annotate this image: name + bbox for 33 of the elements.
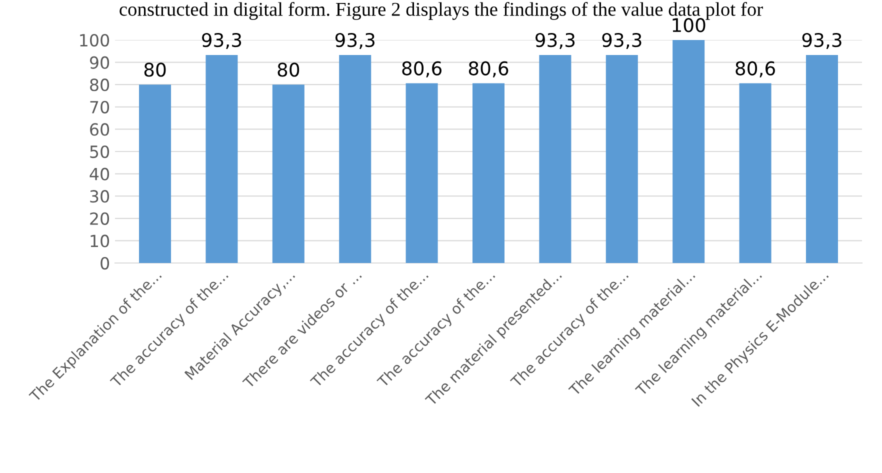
y-tick-label: 70 <box>90 100 110 114</box>
y-tick-label: 100 <box>80 34 110 47</box>
data-label: 80,6 <box>736 61 775 78</box>
bar <box>272 84 304 263</box>
y-tick-label: 0 <box>100 256 110 270</box>
data-label: 93,3 <box>202 32 242 50</box>
data-label: 93,3 <box>602 32 642 50</box>
data-label: 80,6 <box>402 61 442 78</box>
bar <box>806 54 838 263</box>
y-tick-label: 30 <box>90 190 110 203</box>
y-tick-label: 80 <box>90 78 110 92</box>
data-label: 93,3 <box>802 32 842 50</box>
bar <box>472 83 505 263</box>
bar <box>539 54 572 263</box>
bar <box>406 83 438 263</box>
y-tick-label: 20 <box>90 212 110 225</box>
bar <box>339 54 372 263</box>
data-label: 93,3 <box>335 32 374 50</box>
y-tick-label: 90 <box>90 56 110 69</box>
bar <box>606 54 638 263</box>
data-label: 93,3 <box>536 32 575 50</box>
bar <box>739 83 772 263</box>
data-label: 80 <box>144 62 166 77</box>
data-label: 100 <box>672 18 706 32</box>
y-tick-label: 40 <box>90 168 110 180</box>
bar <box>206 54 238 263</box>
y-tick-label: 60 <box>90 123 110 136</box>
y-tick-label: 50 <box>90 145 110 158</box>
data-label: 80 <box>278 62 300 77</box>
data-label: 80,6 <box>468 61 508 78</box>
y-tick-label: 10 <box>90 234 110 248</box>
bar <box>139 84 172 263</box>
bar <box>672 40 705 263</box>
